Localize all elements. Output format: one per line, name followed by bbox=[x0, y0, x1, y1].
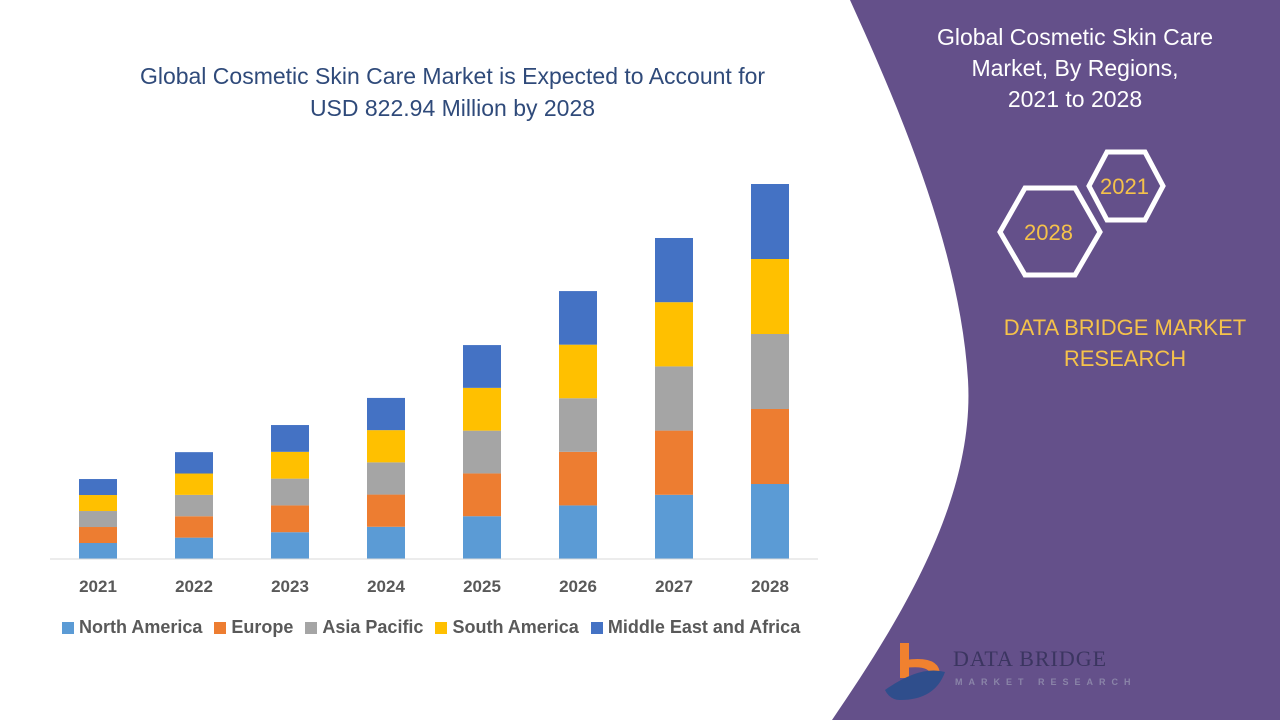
bar-2023-middle-east-and-africa bbox=[271, 425, 309, 452]
legend-label: North America bbox=[79, 617, 203, 637]
x-tick-label: 2027 bbox=[655, 577, 693, 596]
bar-2024-south-america bbox=[367, 430, 405, 463]
legend-label: Europe bbox=[231, 617, 294, 637]
bar-2021-north-america bbox=[79, 543, 117, 559]
bar-2023-south-america bbox=[271, 451, 309, 479]
x-tick-label: 2021 bbox=[79, 577, 117, 596]
legend-item: Asia Pacific bbox=[305, 617, 423, 638]
legend-swatch bbox=[590, 621, 603, 634]
legend-item: North America bbox=[62, 617, 202, 638]
side-title-line: Global Cosmetic Skin Care bbox=[936, 24, 1214, 50]
bar-2027-europe bbox=[655, 430, 693, 495]
hexagon-2021 bbox=[1086, 149, 1166, 223]
bar-2027-asia-pacific bbox=[655, 366, 693, 431]
bar-2023-asia-pacific bbox=[271, 478, 309, 506]
legend: North America Europe Asia Pacific South Ame… bbox=[62, 617, 800, 638]
legend-item: Europe bbox=[214, 617, 293, 638]
side-title: Global Cosmetic Skin Care Market, By Reg… bbox=[915, 22, 1235, 115]
x-tick-label: 2022 bbox=[175, 577, 213, 596]
bar-2026-europe bbox=[559, 451, 597, 506]
brand-line: RESEARCH bbox=[1063, 346, 1187, 371]
bar-2028-middle-east-and-africa bbox=[751, 184, 789, 259]
bar-2022-north-america bbox=[175, 537, 213, 559]
bar-2028-north-america bbox=[751, 484, 789, 559]
bar-2025-north-america bbox=[463, 516, 501, 559]
legend-item: South America bbox=[435, 617, 579, 638]
bar-2024-north-america bbox=[367, 526, 405, 559]
bar-2025-europe bbox=[463, 473, 501, 517]
bar-2022-south-america bbox=[175, 473, 213, 495]
title-line: Global Cosmetic Skin Care Market is Expe… bbox=[139, 63, 766, 89]
logo-tagline: MARKET RESEARCH bbox=[955, 677, 1137, 687]
legend-label: South America bbox=[452, 617, 579, 637]
title-line: USD 822.94 Million by 2028 bbox=[309, 95, 596, 121]
bar-2021-south-america bbox=[79, 495, 117, 512]
bar-2022-middle-east-and-africa bbox=[175, 452, 213, 474]
brand-line: DATA BRIDGE MARKET bbox=[1003, 315, 1247, 340]
bar-2026-asia-pacific bbox=[559, 398, 597, 452]
legend-item: Middle East and Africa bbox=[590, 617, 801, 638]
side-title-line: Market, By Regions, bbox=[971, 55, 1179, 81]
hex-label-start: 2021 bbox=[1100, 174, 1149, 199]
bar-2028-europe bbox=[751, 409, 789, 484]
bar-2022-asia-pacific bbox=[175, 494, 213, 517]
bar-2025-asia-pacific bbox=[463, 430, 501, 474]
legend-swatch bbox=[214, 621, 227, 634]
bar-2026-north-america bbox=[559, 505, 597, 559]
bar-2027-south-america bbox=[655, 302, 693, 367]
side-title-line: 2021 to 2028 bbox=[1007, 86, 1143, 112]
legend-label: Asia Pacific bbox=[322, 617, 424, 637]
bar-2028-south-america bbox=[751, 259, 789, 334]
logo-name: DATA BRIDGE bbox=[953, 646, 1108, 671]
side-panel bbox=[832, 0, 1280, 720]
x-tick-label: 2026 bbox=[559, 577, 597, 596]
bar-2024-middle-east-and-africa bbox=[367, 397, 405, 431]
bar-2025-middle-east-and-africa bbox=[463, 345, 501, 388]
bar-2024-asia-pacific bbox=[367, 462, 405, 495]
x-tick-label: 2024 bbox=[367, 577, 405, 596]
bar-2026-middle-east-and-africa bbox=[559, 291, 597, 345]
bar-2024-europe bbox=[367, 494, 405, 527]
bar-2027-north-america bbox=[655, 494, 693, 559]
bar-2028-asia-pacific bbox=[751, 334, 789, 409]
bar-2027-middle-east-and-africa bbox=[655, 237, 693, 303]
bar-2021-europe bbox=[79, 527, 117, 544]
legend-label: Middle East and Africa bbox=[607, 617, 801, 637]
bar-2023-europe bbox=[271, 505, 309, 533]
hexagon-2028 bbox=[997, 185, 1103, 278]
bar-2026-south-america bbox=[559, 344, 597, 399]
brand-name: DATA BRIDGE MARKET RESEARCH bbox=[985, 312, 1265, 374]
x-tick-label: 2023 bbox=[271, 577, 309, 596]
x-tick-label: 2028 bbox=[751, 577, 789, 596]
x-tick-label: 2025 bbox=[463, 577, 501, 596]
legend-swatch bbox=[435, 621, 448, 634]
bar-2025-south-america bbox=[463, 387, 501, 431]
chart-title: Global Cosmetic Skin Care Market is Expe… bbox=[100, 60, 805, 124]
logo-icon bbox=[885, 643, 945, 700]
hex-label-end: 2028 bbox=[1024, 220, 1073, 245]
legend-swatch bbox=[305, 621, 318, 634]
bar-2021-asia-pacific bbox=[79, 511, 117, 528]
bar-2021-middle-east-and-africa bbox=[79, 479, 117, 496]
bar-2022-europe bbox=[175, 516, 213, 538]
bar-2023-north-america bbox=[271, 532, 309, 559]
legend-swatch bbox=[62, 621, 74, 634]
